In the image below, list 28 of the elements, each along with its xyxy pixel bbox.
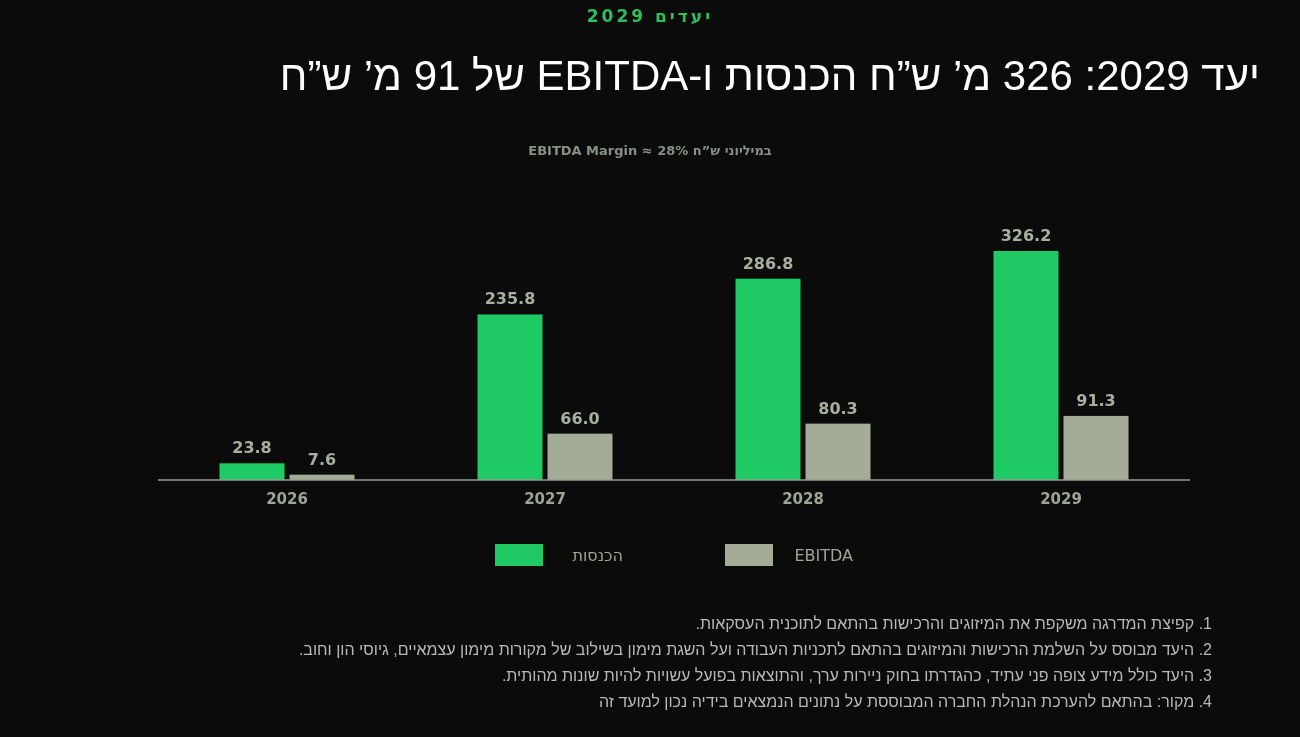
legend-label: הכנסות	[572, 546, 623, 565]
bar	[805, 423, 871, 480]
text: 1. קפיצת המדרגה משקפת את המיזוגים והרכישות בהתאם לתוכנית העסקאות.	[695, 615, 1212, 633]
chart-title: יעד 2029: 326 מ’ ש”ח הכנסות ו-EBITDA של 91 מ’ ש”ח	[279, 52, 1260, 100]
data-label: 80.3	[818, 398, 858, 418]
bar	[1063, 415, 1129, 480]
x-tick-label: 2027	[524, 490, 566, 508]
data-label: 326.2	[1000, 226, 1052, 245]
chart-subtitle: במיליוני ש”ח EBITDA Margin ≈ 28%	[527, 143, 773, 158]
data-label: 286.8	[742, 253, 794, 273]
data-label: 91.3	[1076, 390, 1116, 410]
data-label: 66.0	[560, 408, 600, 428]
data-label: 23.8	[232, 438, 272, 458]
bar	[735, 278, 801, 480]
text: יעדים 2029	[585, 6, 715, 26]
bar	[993, 251, 1059, 480]
legend-label: EBITDA	[794, 546, 854, 565]
text: 2. היעד מבוסס על השלמת הרכישות והמיזוגים בהתאם לתכניות העבודה ועל השגת מימון בשילוב של מקורות מימון עצמאיים, גיוסי הון וחוב.	[298, 641, 1212, 659]
x-tick-label: 2029	[1040, 490, 1082, 508]
text: 3. היעד כולל מידע צופה פני עתיד, כהגדרתו בחוק ניירות ערך, והתוצאות בפועל עשויות להיות שונות מהותית.	[501, 667, 1212, 685]
x-tick-label: 2026	[266, 490, 308, 508]
bar	[547, 433, 613, 480]
bar	[219, 463, 285, 480]
data-label: 235.8	[484, 289, 536, 309]
text: 4. מקור: בהתאם להערכת הנהלת החברה המבוססת על נתונים הנמצאים בידיה נכון למועד זה	[598, 693, 1212, 711]
x-tick-label: 2028	[782, 490, 824, 508]
bar	[477, 314, 543, 480]
data-label: 7.6	[307, 449, 337, 469]
